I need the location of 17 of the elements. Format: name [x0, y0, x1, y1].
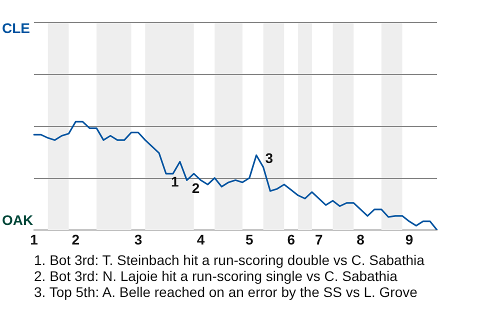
- annotation: 2: [192, 180, 200, 196]
- annotation: 3: [265, 150, 274, 166]
- x-tick-label: 9: [405, 231, 414, 248]
- x-tick-label: 4: [196, 231, 205, 248]
- text: 1. Bot 3rd: T. Steinbach hit a run-scoring double vs C. Sabathia: [34, 252, 424, 268]
- text: CLE: [2, 20, 30, 36]
- x-tick-label: 2: [72, 231, 80, 248]
- x-tick-label: 5: [246, 231, 254, 248]
- x-tick-label: 6: [287, 231, 296, 248]
- text: OAK: [2, 212, 34, 228]
- text: 2. Bot 3rd: N. Lajoie hit a run-scoring single vs C. Sabathia: [34, 268, 398, 284]
- x-tick-label: 8: [356, 231, 365, 248]
- x-tick-label: 1: [30, 231, 38, 248]
- text: 3. Top 5th: A. Belle reached on an error by the SS vs L. Grove: [34, 284, 418, 300]
- x-tick-label: 3: [134, 231, 142, 248]
- x-tick-label: 7: [314, 231, 323, 248]
- annotation: 1: [171, 174, 180, 190]
